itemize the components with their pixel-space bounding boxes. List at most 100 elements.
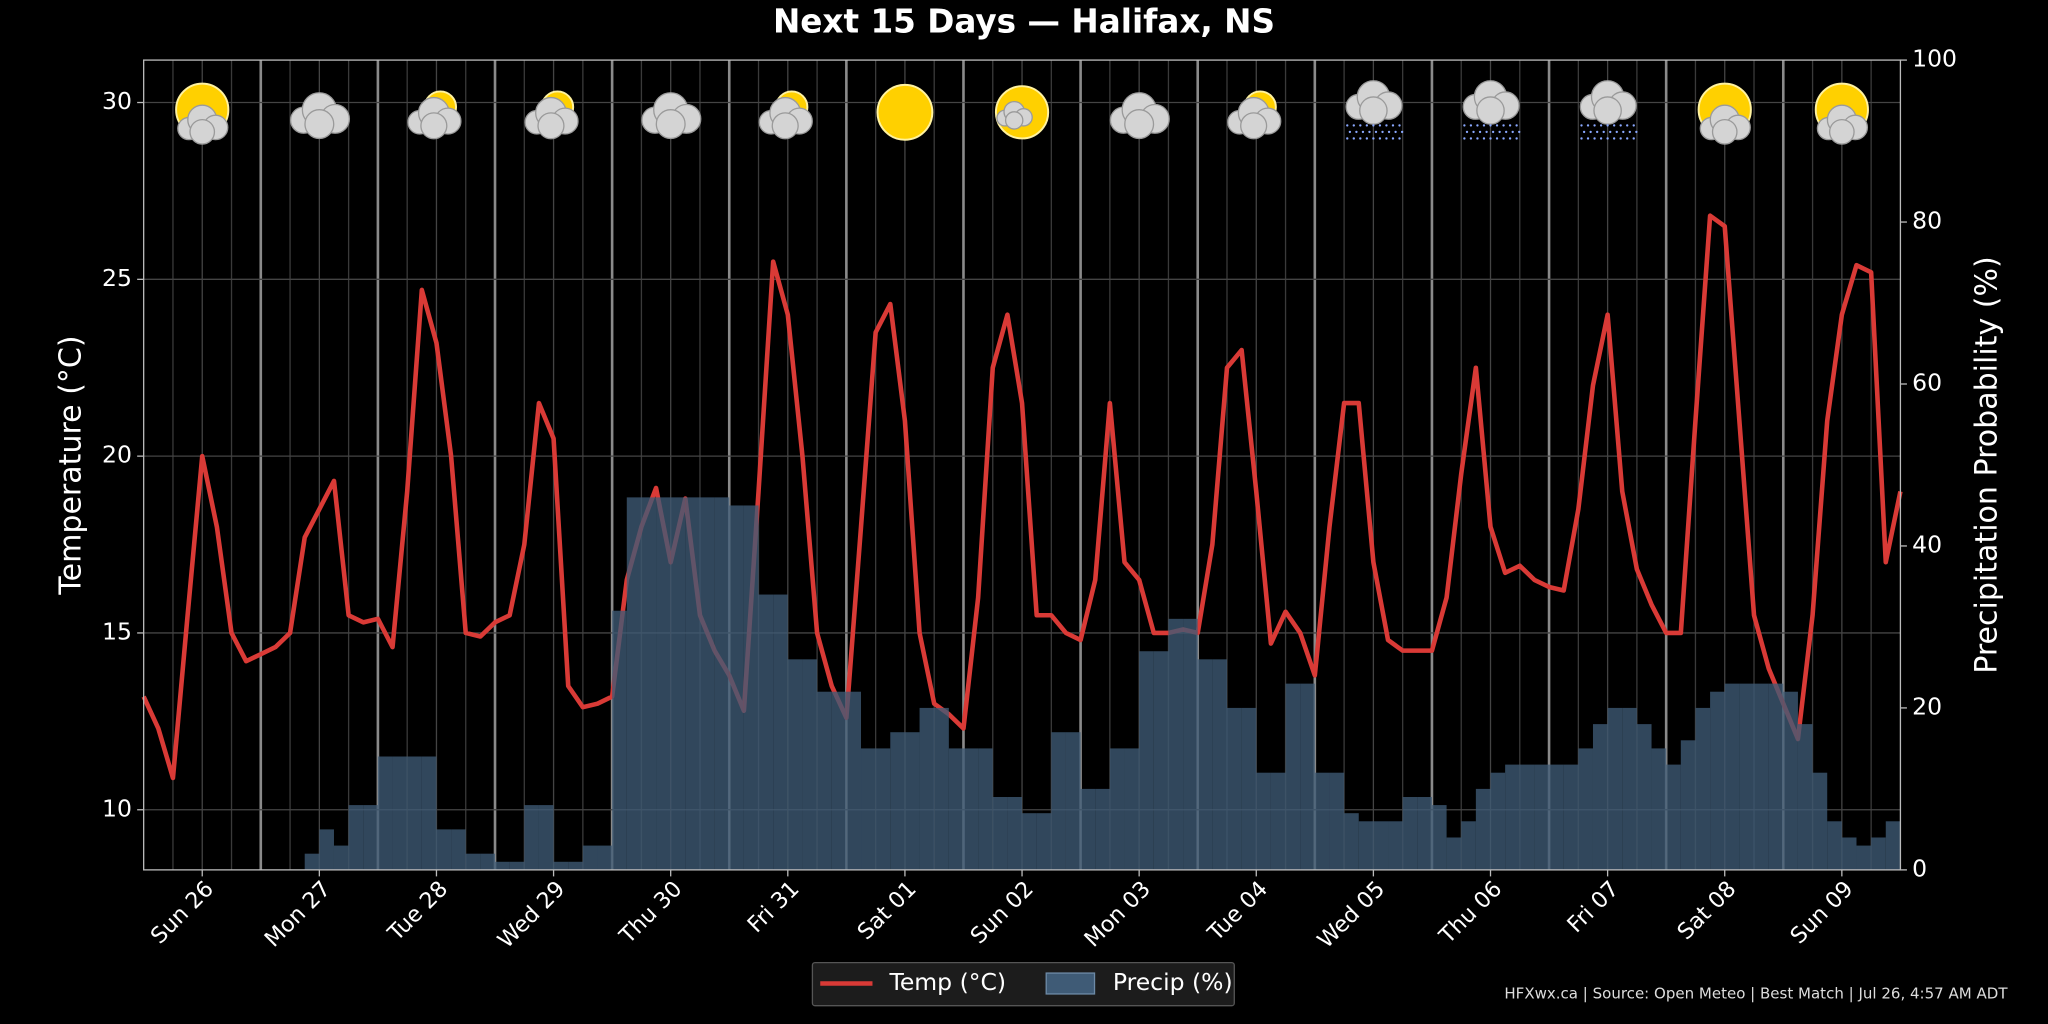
precip-bar	[1710, 691, 1725, 870]
precip-bar	[304, 853, 320, 870]
cloud-puff	[1240, 112, 1268, 140]
rain-drop	[1378, 124, 1382, 127]
rain-drop	[1348, 130, 1352, 134]
precip-bar	[773, 594, 788, 870]
legend-label: Temp (°C)	[888, 968, 1006, 996]
y2-axis-label: Precipitation Probability (%)	[1969, 256, 2004, 674]
precip-bar	[421, 756, 437, 870]
y-tick-label: 20	[102, 441, 132, 469]
rain-drop	[1609, 130, 1612, 134]
precip-bar	[992, 796, 1008, 870]
cloud-puff	[1828, 118, 1855, 145]
y-tick-label: 15	[102, 617, 132, 645]
rain-drop	[1394, 130, 1397, 134]
temp-line	[141, 213, 1903, 781]
precip-bar	[1754, 683, 1769, 870]
rain-drop	[1476, 124, 1479, 127]
rain-drop	[1495, 137, 1499, 140]
rain-drop	[1372, 124, 1375, 127]
cloud-icon	[641, 92, 702, 140]
rain-drop	[1398, 124, 1401, 127]
precip-bar	[1636, 724, 1652, 870]
rain-drop	[1508, 124, 1512, 127]
precip-bar	[495, 861, 510, 870]
precip-bar	[1768, 683, 1784, 870]
precip-bar	[656, 497, 671, 870]
rain-drop	[1361, 130, 1365, 134]
precip-bar	[1812, 772, 1828, 870]
rain-drop	[1378, 137, 1382, 140]
precip-bar	[1431, 805, 1447, 870]
legend-label: Precip (%)	[1113, 968, 1233, 996]
precip-bar	[1666, 764, 1681, 870]
cloud-icon	[1816, 104, 1869, 145]
rain-drop	[1398, 137, 1401, 140]
precip-bar	[787, 659, 803, 870]
rain-drop	[1346, 124, 1349, 127]
rain-drop	[1619, 137, 1622, 140]
precip-bar	[1329, 772, 1345, 870]
rain-drop	[1606, 124, 1609, 127]
precip-bar	[1036, 813, 1052, 870]
precip-bar	[1358, 821, 1374, 870]
cloud-icon	[407, 96, 462, 140]
rain-drop	[1595, 130, 1599, 134]
precip-bar	[538, 805, 554, 870]
rain-drop	[1391, 124, 1395, 127]
precip-bar	[1344, 813, 1359, 870]
rain-drop	[1606, 137, 1609, 140]
precip-bar	[480, 853, 496, 870]
rain-drop	[1489, 137, 1492, 140]
rain-drop	[1482, 137, 1486, 140]
rain-drop	[1368, 130, 1371, 134]
precip-bar	[363, 805, 378, 870]
footer: HFXwx.ca | Source: Open Meteo | Best Mat…	[1504, 984, 2008, 1002]
rain-drop	[1580, 137, 1583, 140]
precip-bar	[1285, 683, 1301, 870]
precip-bar	[568, 861, 583, 870]
rain-drop	[1632, 124, 1635, 127]
precip-bar	[1885, 821, 1901, 870]
y2-tick-label: 40	[1912, 530, 1942, 558]
cloud-icon	[1109, 92, 1170, 140]
rain-drop	[1628, 130, 1631, 134]
rain-drop	[1615, 130, 1618, 134]
rain-drop	[1359, 137, 1362, 140]
rain-drop	[1622, 130, 1625, 134]
rain-drop	[1515, 124, 1518, 127]
precip-bar	[1841, 837, 1857, 870]
precip-bar	[1592, 724, 1608, 870]
rain-drop	[1476, 137, 1479, 140]
marks-layer	[141, 213, 1903, 870]
precip-bar	[729, 505, 744, 870]
cloud-icon	[524, 96, 579, 140]
cloud-puff	[420, 112, 448, 140]
precip-bar	[846, 691, 862, 870]
precip-bar	[348, 805, 364, 870]
cloud-icon	[177, 104, 229, 145]
precip-bar	[1065, 732, 1081, 870]
rain-drop	[1505, 130, 1508, 134]
rain-drop	[1465, 130, 1469, 134]
precip-bar	[904, 732, 920, 870]
cloud-icon	[996, 100, 1033, 130]
precip-bar	[890, 732, 905, 870]
rain-drop	[1612, 137, 1616, 140]
precip-bar	[685, 497, 700, 870]
precip-bar	[1739, 683, 1755, 870]
rain-drop	[1495, 124, 1499, 127]
rain-drop	[1469, 124, 1473, 127]
precip-bar	[1695, 707, 1711, 870]
precip-bar	[333, 845, 349, 870]
precip-bar	[1446, 837, 1462, 870]
precip-bar	[1109, 748, 1125, 870]
rain-drop	[1385, 137, 1388, 140]
rain-drop	[1478, 130, 1482, 134]
rain-drop	[1599, 137, 1603, 140]
chart-title: Next 15 Days — Halifax, NS	[773, 3, 1275, 41]
rain-drop	[1586, 137, 1590, 140]
rain-drop	[1489, 124, 1492, 127]
rain-drop	[1400, 130, 1404, 134]
precip-bar	[1373, 821, 1389, 870]
